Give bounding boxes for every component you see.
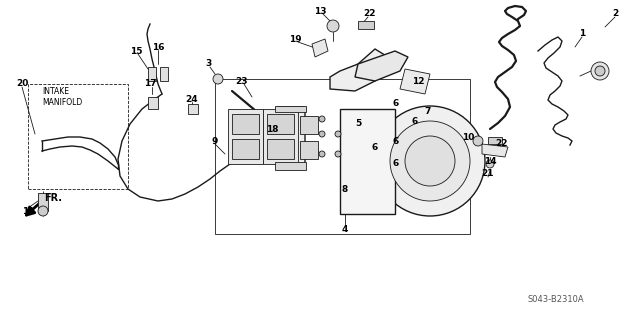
Text: 9: 9 (212, 137, 218, 145)
Circle shape (335, 151, 341, 157)
Bar (275, 162, 306, 170)
Text: 21: 21 (482, 169, 494, 179)
Text: 4: 4 (342, 225, 348, 234)
Text: 10: 10 (462, 132, 474, 142)
FancyBboxPatch shape (276, 107, 305, 166)
Bar (188, 104, 198, 114)
Text: 1: 1 (579, 29, 585, 39)
Text: 6: 6 (372, 143, 378, 152)
Text: 22: 22 (364, 10, 376, 19)
Text: 7: 7 (425, 107, 431, 115)
Bar (228, 109, 263, 164)
Text: 15: 15 (130, 47, 142, 56)
Text: 6: 6 (393, 160, 399, 168)
Text: 14: 14 (484, 157, 496, 166)
Polygon shape (482, 144, 508, 157)
Bar (340, 109, 395, 214)
Circle shape (473, 136, 483, 146)
Circle shape (38, 206, 48, 216)
Circle shape (375, 106, 485, 216)
Circle shape (595, 66, 605, 76)
Bar (358, 21, 374, 29)
Text: 13: 13 (314, 6, 326, 16)
Text: 6: 6 (393, 100, 399, 108)
Bar (28, 84, 128, 189)
Bar (300, 141, 318, 159)
Text: 23: 23 (236, 77, 248, 85)
Polygon shape (400, 69, 430, 94)
Text: 5: 5 (355, 120, 361, 129)
Circle shape (335, 131, 341, 137)
Text: 20: 20 (16, 79, 28, 88)
Text: 6: 6 (412, 116, 418, 125)
Circle shape (319, 131, 325, 137)
Bar (148, 67, 156, 81)
Circle shape (405, 136, 455, 186)
Text: FR.: FR. (44, 193, 62, 203)
Circle shape (486, 160, 494, 168)
Circle shape (390, 121, 470, 201)
Text: S043-B2310A: S043-B2310A (528, 294, 584, 303)
Bar (267, 139, 294, 159)
Circle shape (591, 62, 609, 80)
Circle shape (319, 116, 325, 122)
Polygon shape (330, 49, 388, 91)
Circle shape (327, 20, 339, 32)
Text: 6: 6 (393, 137, 399, 145)
Circle shape (319, 151, 325, 157)
Text: 8: 8 (342, 184, 348, 194)
Text: INTAKE
MANIFOLD: INTAKE MANIFOLD (42, 87, 83, 107)
Text: 16: 16 (152, 42, 164, 51)
Text: 19: 19 (289, 34, 301, 43)
Polygon shape (312, 39, 328, 57)
Bar (215, 79, 470, 234)
Circle shape (213, 74, 223, 84)
Bar (232, 114, 259, 134)
Text: 24: 24 (186, 94, 198, 103)
Bar (275, 106, 306, 112)
Text: 18: 18 (266, 124, 278, 133)
Bar (488, 137, 502, 144)
Bar (263, 109, 298, 164)
Bar (38, 193, 48, 211)
Text: 12: 12 (412, 77, 424, 85)
Bar (148, 97, 158, 109)
Bar (160, 67, 168, 81)
Polygon shape (355, 51, 408, 81)
Text: 11: 11 (22, 206, 35, 216)
Bar (232, 139, 259, 159)
Text: 3: 3 (205, 60, 211, 69)
Bar (300, 116, 318, 134)
Text: 22: 22 (496, 139, 508, 149)
Text: 17: 17 (144, 79, 156, 88)
Text: 2: 2 (612, 10, 618, 19)
Bar (267, 114, 294, 134)
